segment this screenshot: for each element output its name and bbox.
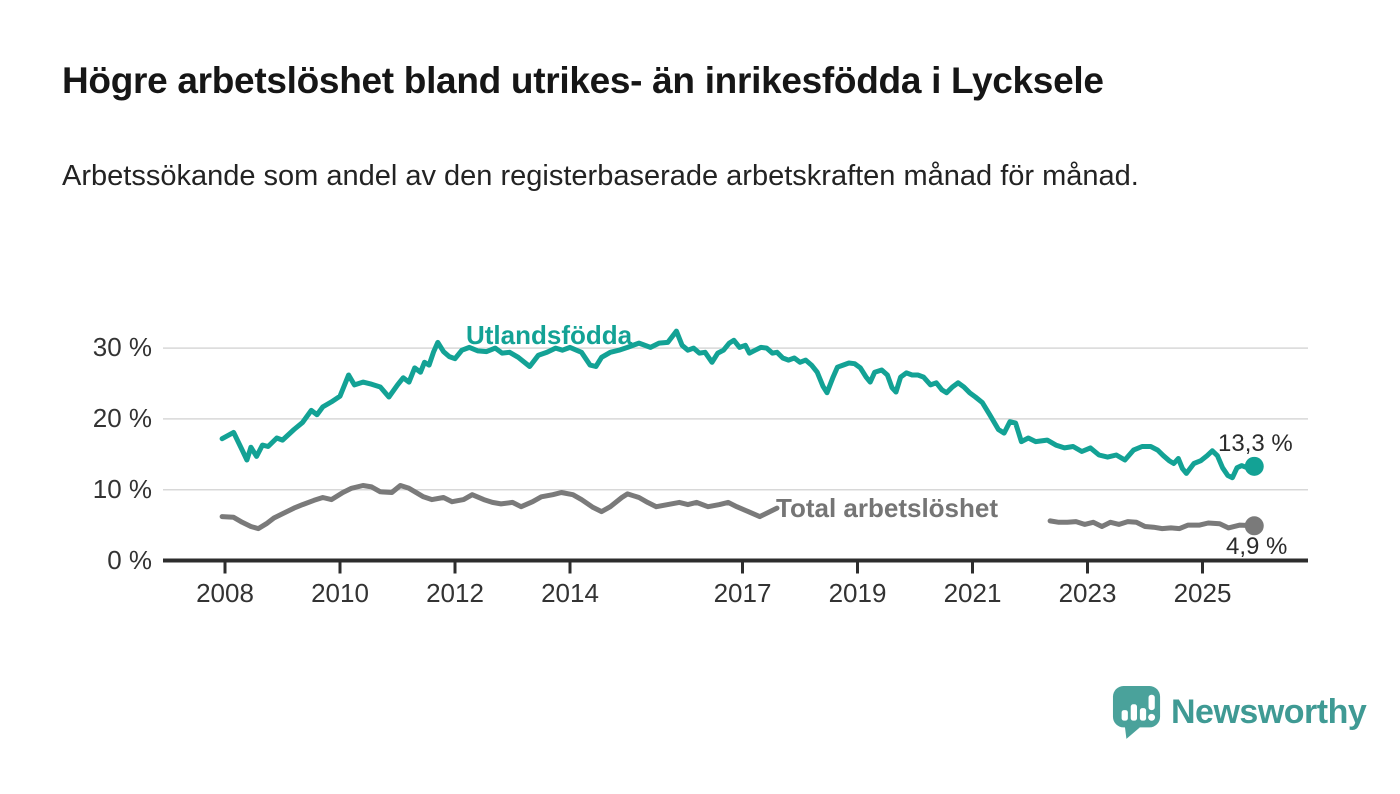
newsworthy-logo-text: Newsworthy — [1171, 692, 1367, 731]
y-tick-label: 20 % — [92, 402, 152, 433]
x-tick-label: 2019 — [828, 578, 887, 608]
y-tick-label: 30 % — [92, 332, 152, 363]
x-tick-label: 2021 — [943, 578, 1002, 608]
y-tick-label: 10 % — [92, 473, 152, 504]
x-tick-label: 2010 — [311, 578, 369, 608]
x-tick-label: 2025 — [1173, 578, 1232, 608]
line-utlandsfodda — [219, 328, 1257, 481]
newsworthy-speech-bubble-chart-icon — [1112, 686, 1161, 739]
line-total-arbetsloshet — [1047, 518, 1257, 532]
end-value-label-total-arbetsloshet: 4,9 % — [1226, 533, 1288, 560]
end-value-label-utlandsfodda: 13,3 % — [1218, 430, 1293, 457]
end-dot-utlandsfodda — [1244, 456, 1264, 476]
x-tick-label: 2008 — [196, 578, 254, 608]
newsworthy-logo: Newsworthy — [1112, 685, 1367, 739]
x-tick-label: 2023 — [1058, 578, 1117, 608]
x-tick-label: 2012 — [426, 578, 484, 608]
series-label-total-arbetsloshet: Total arbetslöshet — [776, 493, 999, 523]
x-tick-label: 2014 — [541, 578, 599, 608]
y-tick-label: 0 % — [107, 544, 152, 575]
x-tick-label: 2017 — [713, 578, 772, 608]
line-total-arbetsloshet — [219, 483, 780, 532]
chart-subtitle: Arbetssökande som andel av den registerb… — [62, 160, 1139, 192]
chart-title: Högre arbetslöshet bland utrikes- än inr… — [62, 60, 1104, 101]
end-dot-total-arbetsloshet — [1244, 516, 1264, 536]
series-label-utlandsfodda: Utlandsfödda — [466, 320, 633, 350]
